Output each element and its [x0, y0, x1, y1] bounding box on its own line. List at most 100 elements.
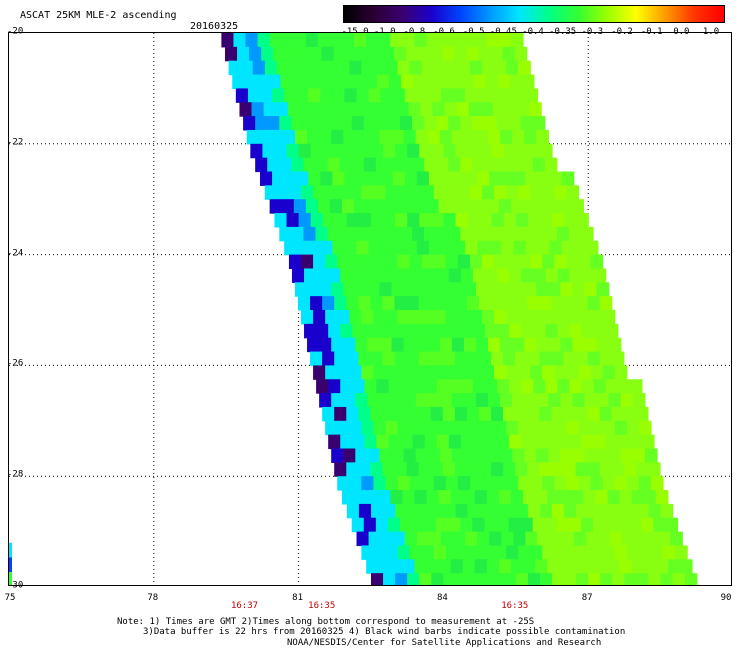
swath-cell	[561, 531, 575, 547]
swath-cell	[500, 282, 513, 297]
swath-cell	[337, 185, 350, 200]
swath-cell	[332, 171, 346, 186]
swath-cell	[469, 185, 483, 200]
swath-cell	[648, 573, 662, 585]
swath-cell	[291, 116, 305, 131]
swath-cell	[414, 199, 428, 214]
swath-cell	[455, 213, 469, 228]
swath-cell	[665, 517, 679, 533]
swath-cell	[509, 379, 522, 394]
swath-cell	[308, 240, 321, 256]
latitude-tick-label: -22	[7, 137, 24, 148]
swath-cell	[508, 116, 522, 131]
swath-cell	[433, 185, 447, 200]
swath-cell	[457, 420, 471, 436]
swath-cell	[370, 406, 384, 422]
swath-cell	[491, 143, 505, 159]
swath-cell	[537, 171, 551, 186]
swath-cell	[325, 310, 338, 325]
swath-cell	[361, 476, 375, 491]
swath-cell	[395, 213, 408, 228]
swath-cell	[308, 88, 321, 103]
swath-cell	[486, 199, 500, 214]
swath-cell	[415, 129, 429, 145]
swath-cell	[479, 573, 493, 585]
swath-cell	[482, 254, 495, 270]
swath-cell	[607, 490, 621, 505]
swath-cell	[451, 393, 465, 408]
swath-cell	[269, 199, 283, 214]
swath-cell	[530, 365, 543, 380]
swath-cell	[463, 129, 477, 145]
swath-cell	[503, 296, 516, 311]
swath-cell	[532, 157, 546, 173]
swath-cell	[612, 503, 625, 519]
swath-cell	[415, 393, 429, 408]
swath-cell	[311, 102, 325, 117]
swath-cell	[539, 143, 553, 159]
swath-cell	[388, 268, 402, 283]
swath-cell	[424, 434, 438, 450]
swath-cell	[387, 226, 401, 242]
swath-cell	[474, 199, 488, 214]
swath-cell	[569, 323, 583, 339]
swath-cell	[539, 503, 553, 519]
swath-cell	[382, 406, 396, 422]
swath-cell	[299, 102, 313, 117]
swath-cell	[439, 393, 453, 408]
swath-cell	[636, 503, 650, 519]
swath-cell	[391, 337, 405, 353]
swath-cell	[566, 420, 580, 436]
swath-cell	[368, 240, 382, 256]
swath-cell	[438, 559, 452, 574]
swath-cell	[298, 143, 312, 159]
swath-cell	[587, 351, 601, 366]
swath-cell	[572, 337, 586, 353]
swath-cell	[588, 573, 601, 585]
swath-cell	[339, 226, 353, 242]
swath-cell	[224, 46, 238, 62]
swath-cell	[485, 434, 498, 450]
swath-cell	[566, 310, 580, 325]
swath-cell	[412, 434, 426, 450]
swath-cell	[436, 268, 450, 283]
swath-cell	[394, 296, 408, 311]
swath-cell	[252, 60, 266, 76]
swath-cell	[349, 254, 362, 270]
swath-cell	[418, 46, 431, 62]
swath-cell	[486, 559, 500, 574]
swath-cell	[430, 351, 444, 366]
swath-cell	[460, 116, 473, 131]
swath-cell	[257, 33, 271, 48]
swath-cell	[364, 74, 378, 89]
swath-cell	[513, 240, 527, 256]
swath-cell	[554, 254, 568, 270]
swath-cell	[298, 213, 312, 228]
swath-cell	[319, 337, 332, 353]
swath-cell	[512, 282, 525, 297]
swath-cell	[584, 393, 598, 408]
swath-cell	[424, 268, 438, 283]
swath-cell	[421, 365, 435, 380]
swath-cell	[472, 323, 486, 339]
swath-cell	[401, 74, 414, 89]
swath-cell	[460, 517, 473, 533]
swath-cell	[402, 199, 416, 214]
swath-cell	[370, 462, 384, 477]
swath-cell	[425, 74, 438, 89]
swath-cell	[641, 517, 654, 533]
swath-cell	[444, 102, 458, 117]
swath-cell	[403, 393, 417, 408]
swath-cell	[536, 448, 549, 463]
swath-cell	[379, 337, 393, 353]
swath-cell	[427, 448, 441, 463]
swath-cell	[455, 143, 469, 159]
swath-cell	[451, 448, 465, 463]
swath-cell	[498, 490, 512, 505]
swath-cell	[602, 545, 616, 560]
swath-cell	[297, 296, 311, 311]
swath-cell	[445, 185, 459, 200]
swath-cell	[329, 33, 343, 48]
swath-cell	[518, 310, 531, 325]
swath-cell	[460, 434, 474, 450]
